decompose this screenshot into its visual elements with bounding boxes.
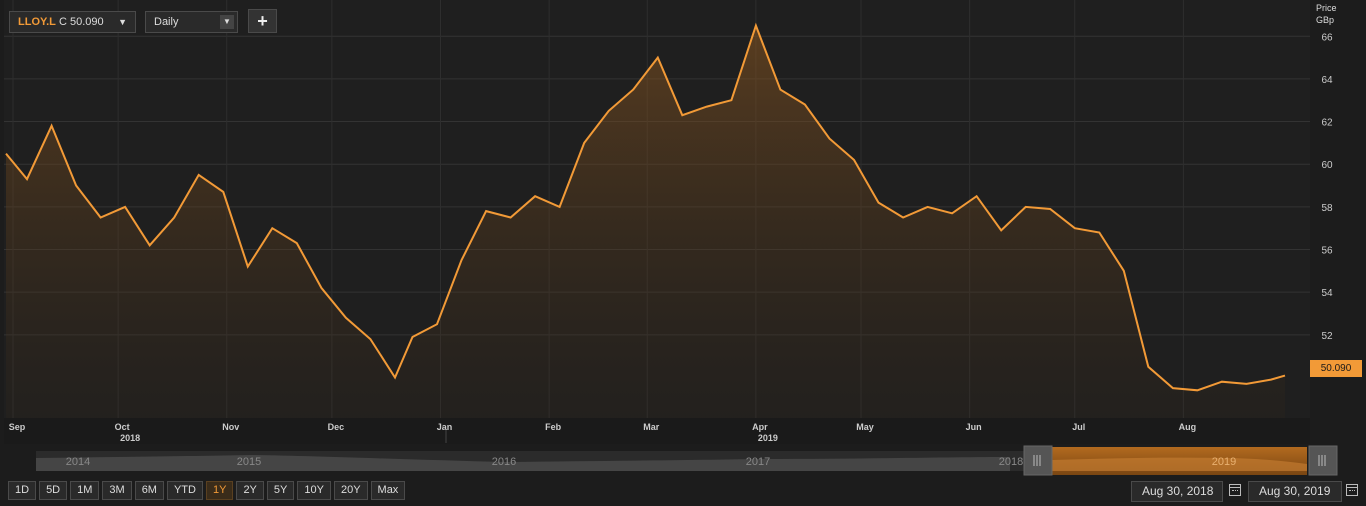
x-tick-label: Aug xyxy=(1179,422,1197,432)
ticker-value: C 50.090 xyxy=(58,16,104,28)
navigator-left-handle[interactable] xyxy=(1023,445,1053,476)
range-button-1m[interactable]: 1M xyxy=(70,481,100,500)
range-button-10y[interactable]: 10Y xyxy=(297,481,331,500)
range-button-6m[interactable]: 6M xyxy=(134,481,164,500)
add-series-button[interactable]: + xyxy=(248,9,277,33)
y-tick-label: 52 xyxy=(1321,331,1333,342)
nav-year-label: 2018 xyxy=(999,456,1023,468)
x-axis-strip xyxy=(4,418,1310,444)
y-tick-label: 64 xyxy=(1321,75,1333,86)
frequency-label: Daily xyxy=(154,16,179,28)
y-tick-label: 58 xyxy=(1321,203,1333,214)
last-price-tag: 50.090 xyxy=(1310,360,1362,377)
y-tick-label: 62 xyxy=(1321,118,1333,129)
range-button-1d[interactable]: 1D xyxy=(8,481,37,500)
y-axis-header: Price GBp xyxy=(1316,2,1337,26)
nav-year-label: 2016 xyxy=(492,456,516,468)
y-axis-title: Price xyxy=(1316,3,1337,13)
chevron-down-icon: ▼ xyxy=(220,15,234,29)
right-handle-grip-icon xyxy=(1318,455,1326,466)
x-tick-label: Mar xyxy=(643,422,660,432)
nav-year-label: 2015 xyxy=(237,456,261,468)
x-tick-label: Oct xyxy=(115,422,130,432)
y-tick-label: 60 xyxy=(1321,160,1333,171)
frequency-select[interactable]: Daily ▼ xyxy=(145,11,238,33)
x-tick-label: Sep xyxy=(9,422,26,432)
range-button-ytd[interactable]: YTD xyxy=(166,481,203,500)
calendar-icon[interactable] xyxy=(1229,484,1241,496)
x-year-label: 2018 xyxy=(120,433,140,443)
y-tick-label: 54 xyxy=(1321,288,1333,299)
navigator-right-handle[interactable] xyxy=(1308,445,1338,476)
x-axis: Sep Oct Nov Dec Jan Feb Mar Apr May Jun Jul Aug 2018… xyxy=(9,422,1196,443)
navigator-history xyxy=(36,455,1010,471)
range-button-5d[interactable]: 5D xyxy=(39,481,68,500)
ticker-selector[interactable]: LLOY.L C 50.090 ▼ xyxy=(9,11,136,33)
x-tick-label: Feb xyxy=(545,422,562,432)
y-axis: 52 54 56 58 60 62 64 66 xyxy=(1321,32,1333,342)
nav-year-label: 2019 xyxy=(1212,456,1236,468)
nav-year-label: 2014 xyxy=(66,456,90,468)
x-tick-label: Jun xyxy=(966,422,982,432)
ticker-symbol: LLOY.L xyxy=(18,16,56,28)
x-tick-label: May xyxy=(856,422,874,432)
start-date-field[interactable]: Aug 30, 2018 xyxy=(1131,481,1223,502)
left-handle-grip-icon xyxy=(1033,455,1041,466)
x-tick-label: Apr xyxy=(752,422,768,432)
y-tick-label: 66 xyxy=(1321,32,1333,43)
range-button-20y[interactable]: 20Y xyxy=(333,481,368,500)
x-tick-label: Dec xyxy=(328,422,345,432)
chevron-down-icon: ▼ xyxy=(118,17,127,27)
x-tick-label: Jan xyxy=(437,422,453,432)
end-date-field[interactable]: Aug 30, 2019 xyxy=(1248,481,1342,502)
range-button-max[interactable]: Max xyxy=(370,481,406,500)
price-area xyxy=(6,25,1285,418)
range-button-5y[interactable]: 5Y xyxy=(266,481,295,500)
y-axis-unit: GBp xyxy=(1316,15,1335,25)
navigator-selection-history xyxy=(1052,457,1307,471)
x-tick-label: Jul xyxy=(1072,422,1085,432)
range-button-3m[interactable]: 3M xyxy=(102,481,132,500)
x-year-label: 2019 xyxy=(758,433,778,443)
range-button-1y[interactable]: 1Y xyxy=(205,481,234,500)
nav-year-label: 2017 xyxy=(746,456,770,468)
range-button-2y[interactable]: 2Y xyxy=(236,481,264,500)
y-tick-label: 56 xyxy=(1321,246,1333,257)
price-line xyxy=(5,22,1286,392)
x-tick-label: Nov xyxy=(222,422,239,432)
range-buttons: 1D 5D 1M 3M 6M YTD 1Y 2Y 5Y 10Y 20Y Max xyxy=(8,481,406,500)
calendar-icon[interactable] xyxy=(1346,484,1358,496)
